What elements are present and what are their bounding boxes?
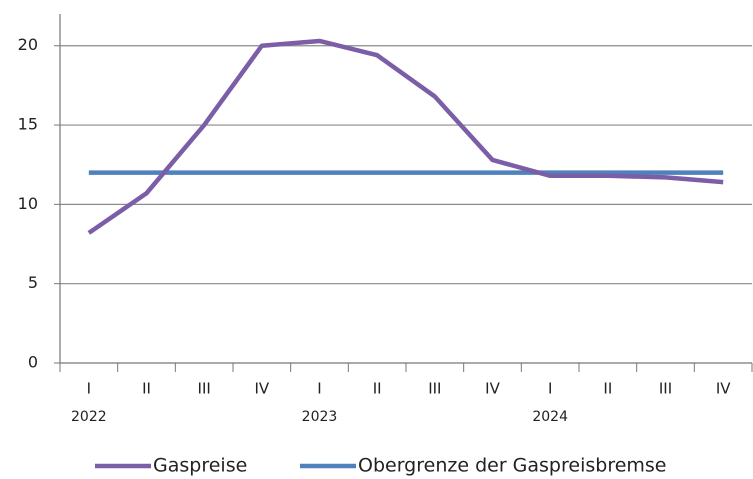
year-label: 2022 — [71, 409, 107, 425]
legend-label: Gaspreise — [153, 455, 247, 477]
x-tick-label: I — [317, 380, 321, 398]
y-tick-label: 0 — [28, 353, 38, 372]
x-tick-label: I — [87, 380, 91, 398]
x-tick-label: III — [198, 380, 211, 398]
y-tick-label: 5 — [28, 273, 38, 292]
x-tick-label: II — [603, 380, 612, 398]
x-tick-label: I — [548, 380, 552, 398]
y-tick-label: 15 — [18, 115, 38, 134]
year-label: 2023 — [302, 409, 338, 425]
x-tick-label: III — [659, 380, 672, 398]
legend-label: Obergrenze der Gaspreisbremse — [358, 455, 667, 477]
x-tick-label: II — [373, 380, 382, 398]
x-tick-label: IV — [254, 380, 269, 398]
y-tick-label: 20 — [18, 35, 38, 54]
x-tick-label: II — [142, 380, 151, 398]
x-tick-label: III — [428, 380, 441, 398]
x-tick-label: IV — [716, 380, 731, 398]
year-label: 2024 — [532, 409, 568, 425]
series-line — [87, 38, 724, 235]
x-tick-label: IV — [485, 380, 500, 398]
y-tick-label: 10 — [18, 194, 38, 213]
